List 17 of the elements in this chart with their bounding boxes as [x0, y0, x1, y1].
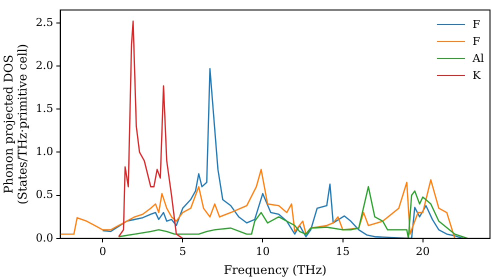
- legend-label: K: [472, 68, 481, 84]
- x-tick-label: 20: [416, 244, 430, 258]
- y-tick-label: 0.0: [36, 231, 54, 244]
- y-tick-label: 2.5: [36, 16, 54, 29]
- y-tick-label: 1.5: [36, 102, 54, 115]
- y-axis-title: Phonon projected DOS (States/THz·primitive cell): [1, 44, 30, 205]
- y-tick-label: 2.0: [36, 58, 54, 72]
- x-axis-title: Frequency (THz): [224, 262, 327, 277]
- legend-label: F: [472, 17, 480, 33]
- legend-label: Al: [472, 51, 484, 67]
- x-tick-label: 5: [179, 244, 186, 258]
- x-tick-label: 10: [256, 244, 270, 258]
- legend-label: F: [472, 34, 480, 50]
- y-tick-label: 0.5: [36, 188, 54, 202]
- x-tick-label: 0: [99, 244, 106, 258]
- y-tick-label: 1.0: [36, 145, 54, 158]
- x-tick-label: 15: [336, 244, 350, 258]
